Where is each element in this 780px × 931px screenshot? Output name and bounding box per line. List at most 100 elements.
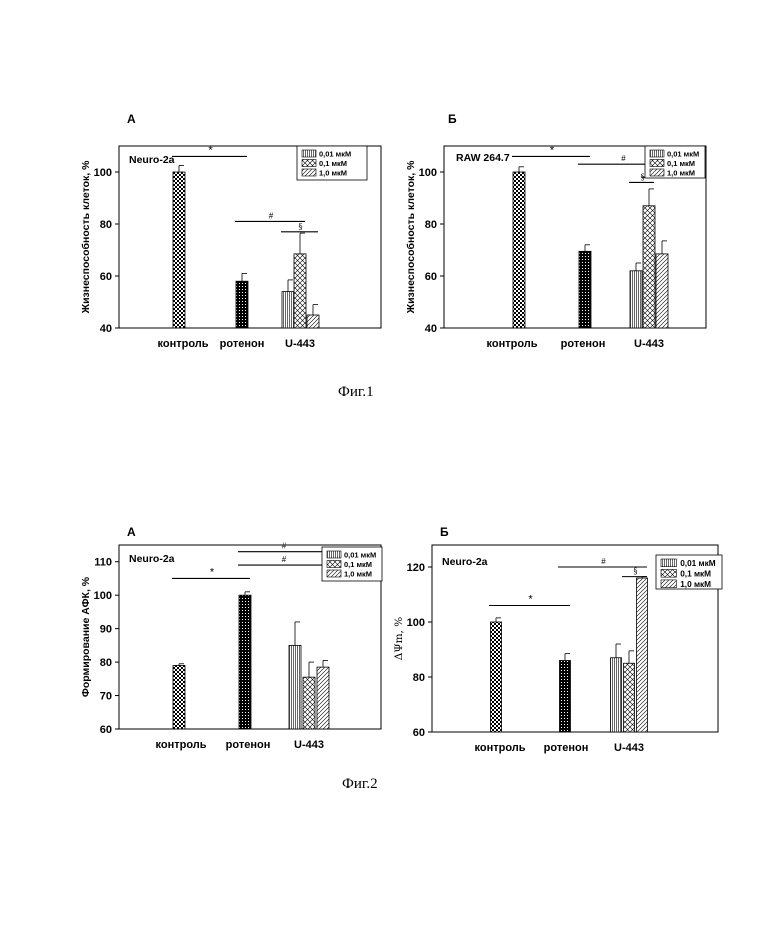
y-tick-label: 80	[100, 657, 112, 669]
legend-swatch	[661, 580, 676, 588]
ros-chart-neuro2a: 60 70 80 90 100 110Формирование АФК, % Neuro-2…	[55, 537, 395, 747]
y-tick-label: 60	[100, 724, 112, 736]
legend-swatch	[661, 569, 676, 577]
legend: 0,01 мкМ0,1 мкМ1,0 мкМ	[322, 547, 382, 581]
significance-marker: §	[634, 567, 638, 576]
bar-U-443-0,01 мкМ	[289, 645, 301, 729]
bar-контроль	[173, 172, 185, 328]
bar-контроль	[513, 172, 525, 328]
category-label: ротенон	[220, 338, 265, 350]
y-tick-label: 100	[94, 167, 112, 179]
legend: 0,01 мкМ0,1 мкМ1,0 мкМ	[645, 146, 705, 178]
legend-label: 0,1 мкМ	[344, 560, 372, 569]
significance-marker: *	[550, 144, 555, 156]
y-tick-label: 100	[407, 617, 425, 629]
y-tick-label: 120	[407, 562, 425, 574]
y-tick-label: 80	[413, 672, 425, 684]
legend-label: 0,01 мкМ	[344, 551, 376, 560]
y-tick-label: 110	[94, 557, 112, 569]
legend-label: 0,01 мкМ	[319, 150, 351, 159]
y-tick-label: 40	[425, 323, 437, 335]
category-label: контроль	[157, 338, 208, 350]
legend-swatch	[650, 169, 664, 176]
y-tick-label: 70	[100, 691, 112, 703]
significance-marker: #	[601, 557, 606, 566]
bar-ротенон	[239, 595, 251, 729]
y-tick-label: 60	[100, 271, 112, 283]
y-tick-label: 80	[425, 219, 437, 231]
y-tick-label: 90	[100, 624, 112, 636]
bar-контроль	[491, 622, 502, 732]
bar-контроль	[173, 665, 185, 729]
viability-chart-raw264: 40 60 80 100Жизнеспособность клеток, % RAW 2…	[380, 138, 720, 358]
category-label: контроль	[474, 742, 525, 754]
bar-U-443-0,1 мкМ	[624, 663, 635, 732]
bar-U-443-0,1 мкМ	[303, 677, 315, 729]
legend-label: 0,1 мкМ	[680, 570, 711, 579]
y-tick-label: 40	[100, 323, 112, 335]
legend-swatch	[302, 169, 316, 176]
y-tick-label: 60	[413, 727, 425, 739]
legend-swatch	[327, 551, 341, 558]
y-tick-label: 60	[425, 271, 437, 283]
legend-label: 1,0 мкМ	[319, 169, 347, 178]
bar-U-443-0,01 мкМ	[282, 292, 294, 328]
legend-label: 0,1 мкМ	[319, 159, 347, 168]
bar-ротенон	[560, 661, 571, 733]
category-label: U-443	[285, 338, 315, 350]
chart-subtitle: Neuro-2a	[442, 556, 488, 568]
bar-U-443-1,0 мкМ	[637, 578, 648, 732]
panel-letter-1a: А	[127, 112, 136, 126]
y-axis-label: Формирование АФК, %	[80, 576, 92, 697]
legend-label: 1,0 мкМ	[344, 570, 372, 579]
chart-subtitle: Neuro-2a	[129, 553, 175, 565]
legend-label: 1,0 мкМ	[667, 169, 695, 178]
legend: 0,01 мкМ0,1 мкМ1,0 мкМ	[297, 146, 367, 180]
legend-swatch	[661, 559, 676, 567]
membrane-potential-chart-neuro2a: 6080100120ΔΨm, %Neuro-2aконтрольротенонU…	[380, 537, 725, 747]
significance-marker: *	[528, 594, 533, 606]
significance-marker: #	[282, 542, 287, 551]
category-label: ротенон	[226, 739, 271, 751]
bar-U-443-1,0 мкМ	[307, 315, 319, 328]
bar-ротенон	[236, 281, 248, 328]
viability-chart-neuro2a: 406080100Жизнеспособность клеток, %Neuro…	[55, 138, 395, 358]
category-label: ротенон	[561, 338, 606, 350]
legend-label: 0,01 мкМ	[680, 559, 716, 568]
y-tick-label: 100	[94, 590, 112, 602]
significance-marker: *	[210, 566, 215, 578]
legend-label: 0,01 мкМ	[667, 150, 699, 159]
category-label: U-443	[294, 739, 324, 751]
category-label: U-443	[634, 338, 664, 350]
bar-U-443-0,1 мкМ	[643, 206, 655, 328]
legend-label: 1,0 мкМ	[680, 580, 711, 589]
panel-letter-1b: Б	[448, 112, 457, 126]
y-axis-label: ΔΨm, %	[393, 617, 405, 660]
legend-label: 0,1 мкМ	[667, 159, 695, 168]
category-label: ротенон	[544, 742, 589, 754]
bar-U-443-1,0 мкМ	[317, 667, 329, 729]
figure-caption-2: Фиг.2	[342, 776, 378, 793]
category-label: U-443	[614, 742, 644, 754]
significance-marker: §	[299, 222, 303, 231]
legend-swatch	[327, 570, 341, 577]
bar-U-443-0,01 мкМ	[630, 271, 642, 328]
bar-U-443-0,01 мкМ	[611, 658, 622, 732]
y-axis-label: Жизнеспособность клеток, %	[80, 160, 92, 314]
y-tick-label: 100	[419, 167, 437, 179]
legend: 0,01 мкМ 0,1 мкМ1,0 мкМ	[656, 555, 722, 589]
bar-U-443-0,1 мкМ	[294, 254, 306, 328]
significance-marker: #	[282, 555, 287, 564]
category-label: контроль	[155, 739, 206, 751]
figure-caption-1: Фиг.1	[338, 384, 374, 401]
y-axis-label: Жизнеспособность клеток, %	[405, 160, 417, 314]
chart-subtitle: Neuro-2a	[129, 154, 175, 166]
chart-subtitle: RAW 264.7	[456, 152, 510, 164]
significance-marker: #	[269, 211, 274, 220]
significance-marker: #	[621, 154, 626, 163]
legend-swatch	[302, 150, 316, 157]
legend-swatch	[650, 160, 664, 167]
bar-ротенон	[579, 251, 591, 328]
significance-marker: *	[208, 144, 213, 156]
category-label: контроль	[486, 338, 537, 350]
